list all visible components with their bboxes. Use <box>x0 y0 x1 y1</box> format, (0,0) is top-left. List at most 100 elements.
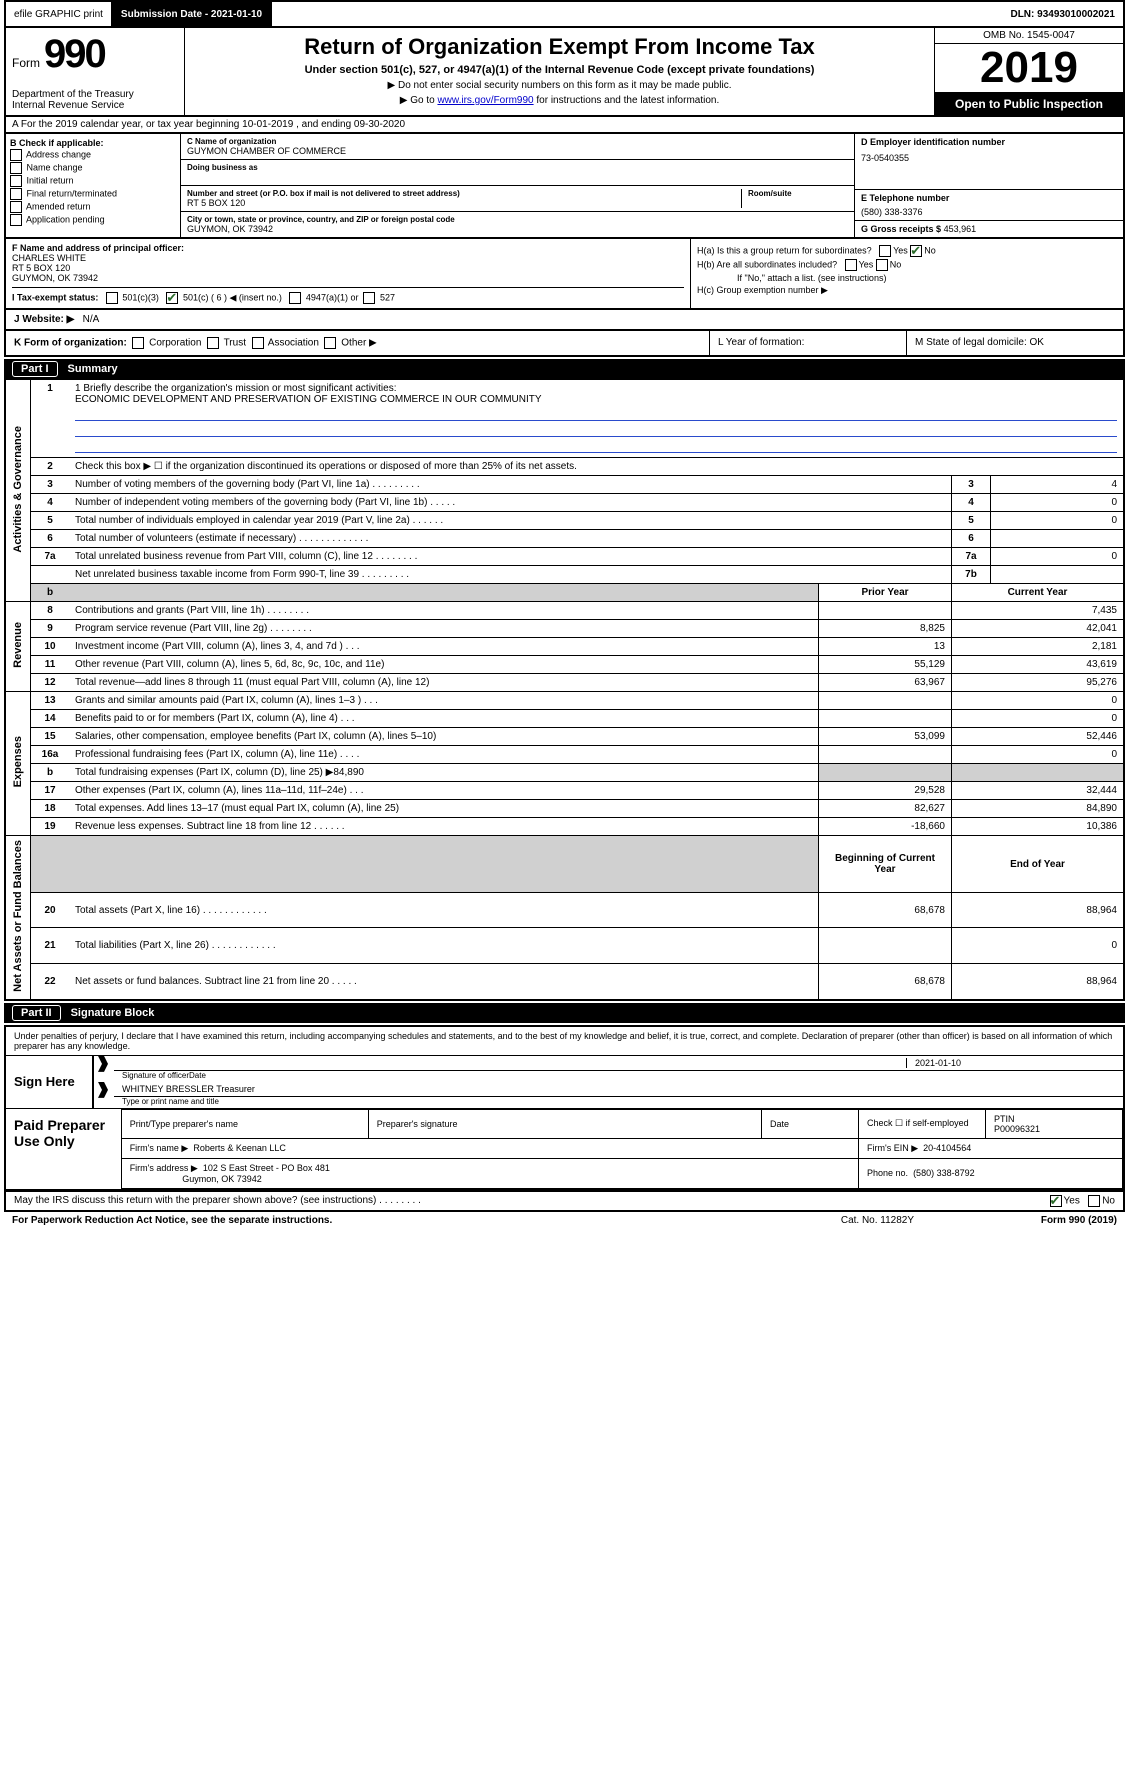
cb-initial[interactable]: Initial return <box>10 175 176 187</box>
sidecat-rev: Revenue <box>5 602 31 692</box>
ha-yes[interactable] <box>879 245 891 257</box>
ptin-h: PTIN <box>994 1114 1015 1124</box>
part2-title: Signature Block <box>71 1007 155 1019</box>
cb-other[interactable] <box>324 337 336 349</box>
line-9: Program service revenue (Part VIII, line… <box>69 620 819 638</box>
addr-value: RT 5 BOX 120 <box>187 198 741 208</box>
ln-8: 8 <box>31 602 70 620</box>
cb-corp[interactable] <box>132 337 144 349</box>
ln-19: 19 <box>31 818 70 836</box>
part2-header: Part II Signature Block <box>4 1003 1125 1023</box>
website-cell: J Website: ▶ N/A <box>6 310 1123 329</box>
ha-no[interactable] <box>910 245 922 257</box>
room-label: Room/suite <box>748 189 848 198</box>
p16b <box>819 764 952 782</box>
ln-10: 10 <box>31 638 70 656</box>
c21: 0 <box>952 928 1125 963</box>
ein-box: D Employer identification number 73-0540… <box>855 134 1123 190</box>
opt-4947: 4947(a)(1) or <box>306 292 359 302</box>
discuss-no[interactable] <box>1088 1195 1100 1207</box>
firm-ein-v: 20-4104564 <box>923 1143 971 1153</box>
section-bcd: B Check if applicable: Address change Na… <box>4 134 1125 239</box>
c20: 88,964 <box>952 893 1125 928</box>
ln-17: 17 <box>31 782 70 800</box>
ln-hdr: b <box>31 584 70 602</box>
part1-header: Part I Summary <box>4 359 1125 379</box>
sidecat-gov: Activities & Governance <box>5 380 31 602</box>
line-17: Other expenses (Part IX, column (A), lin… <box>69 782 819 800</box>
discuss-answer: Yes No <box>1050 1195 1115 1207</box>
c10: 2,181 <box>952 638 1125 656</box>
opt-501c3: 501(c)(3) <box>122 292 159 302</box>
print-name-h: Print/Type preparer's name <box>121 1109 368 1138</box>
sig-officer-line: 2021-01-10 <box>114 1056 1123 1071</box>
prep-sig-h: Preparer's signature <box>368 1109 761 1138</box>
cb-4947[interactable] <box>289 292 301 304</box>
ln-6: 6 <box>31 530 70 548</box>
discuss-yes[interactable] <box>1050 1195 1062 1207</box>
final-footer: For Paperwork Reduction Act Notice, see … <box>4 1212 1125 1229</box>
cb-name[interactable]: Name change <box>10 162 176 174</box>
ln-13: 13 <box>31 692 70 710</box>
preparer-row: Paid Preparer Use Only Print/Type prepar… <box>6 1109 1123 1189</box>
year-formation: L Year of formation: <box>710 331 907 355</box>
ln-11: 11 <box>31 656 70 674</box>
cb-amended[interactable]: Amended return <box>10 201 176 213</box>
ln-2: 2 <box>31 458 70 476</box>
dln-label: DLN: 93493010002021 <box>1002 2 1123 26</box>
c14: 0 <box>952 710 1125 728</box>
p8 <box>819 602 952 620</box>
opt-corp: Corporation <box>149 338 201 349</box>
line-6: Total number of volunteers (estimate if … <box>69 530 952 548</box>
row-k-label: K Form of organization: <box>14 338 127 349</box>
line-16b: Total fundraising expenses (Part IX, col… <box>69 764 819 782</box>
cb-501c3[interactable] <box>106 292 118 304</box>
line-7b: Net unrelated business taxable income fr… <box>69 566 952 584</box>
sig-arrow-icon <box>98 1056 108 1072</box>
cb-trust[interactable] <box>207 337 219 349</box>
val-4: 0 <box>991 494 1125 512</box>
ln-16a: 16a <box>31 746 70 764</box>
dept-treasury: Department of the Treasury Internal Reve… <box>12 89 178 111</box>
cb-final[interactable]: Final return/terminated <box>10 188 176 200</box>
efile-label[interactable]: efile GRAPHIC print <box>6 2 113 26</box>
prep-date-h: Date <box>762 1109 859 1138</box>
submission-date: Submission Date - 2021-01-10 <box>113 2 272 26</box>
cb-501c[interactable] <box>166 292 178 304</box>
line-19: Revenue less expenses. Subtract line 18 … <box>69 818 819 836</box>
form-990: 990 <box>44 32 105 77</box>
officer-city: GUYMON, OK 73942 <box>12 273 684 283</box>
row-k: K Form of organization: Corporation Trus… <box>4 331 1125 357</box>
sidecat-net: Net Assets or Fund Balances <box>5 836 31 1000</box>
ein-value: 73-0540355 <box>861 153 1117 163</box>
line-18: Total expenses. Add lines 13–17 (must eq… <box>69 800 819 818</box>
row-j: J Website: ▶ N/A <box>4 310 1125 331</box>
firm-addr-v: 102 S East Street - PO Box 481 <box>203 1163 330 1173</box>
open-public-badge: Open to Public Inspection <box>935 93 1123 115</box>
officer-name-line: WHITNEY BRESSLER Treasurer <box>114 1082 1123 1097</box>
ln-18: 18 <box>31 800 70 818</box>
val-6 <box>991 530 1125 548</box>
form-footer: Form 990 (2019) <box>1041 1215 1117 1226</box>
cb-pending[interactable]: Application pending <box>10 214 176 226</box>
sig-officer-label: Signature of officer <box>122 1071 189 1080</box>
bn-4: 4 <box>952 494 991 512</box>
part1-title: Summary <box>68 363 118 375</box>
firm-phone-cell: Phone no. (580) 338-8792 <box>859 1158 1123 1188</box>
hdr2-spacer <box>69 836 819 893</box>
line-2: Check this box ▶ ☐ if the organization d… <box>69 458 1124 476</box>
phone-v: (580) 338-8792 <box>913 1168 975 1178</box>
phone-l: Phone no. <box>867 1168 908 1178</box>
part1-num: Part I <box>12 361 58 377</box>
ha-row: H(a) Is this a group return for subordin… <box>697 245 1117 257</box>
hdr-current: Current Year <box>952 584 1125 602</box>
p20: 68,678 <box>819 893 952 928</box>
hb-no[interactable] <box>876 259 888 271</box>
hb-yes[interactable] <box>845 259 857 271</box>
gross-value: 453,961 <box>944 224 977 234</box>
irs-link[interactable]: www.irs.gov/Form990 <box>437 95 533 106</box>
cb-assoc[interactable] <box>252 337 264 349</box>
cb-527[interactable] <box>363 292 375 304</box>
bn-3: 3 <box>952 476 991 494</box>
cb-address[interactable]: Address change <box>10 149 176 161</box>
